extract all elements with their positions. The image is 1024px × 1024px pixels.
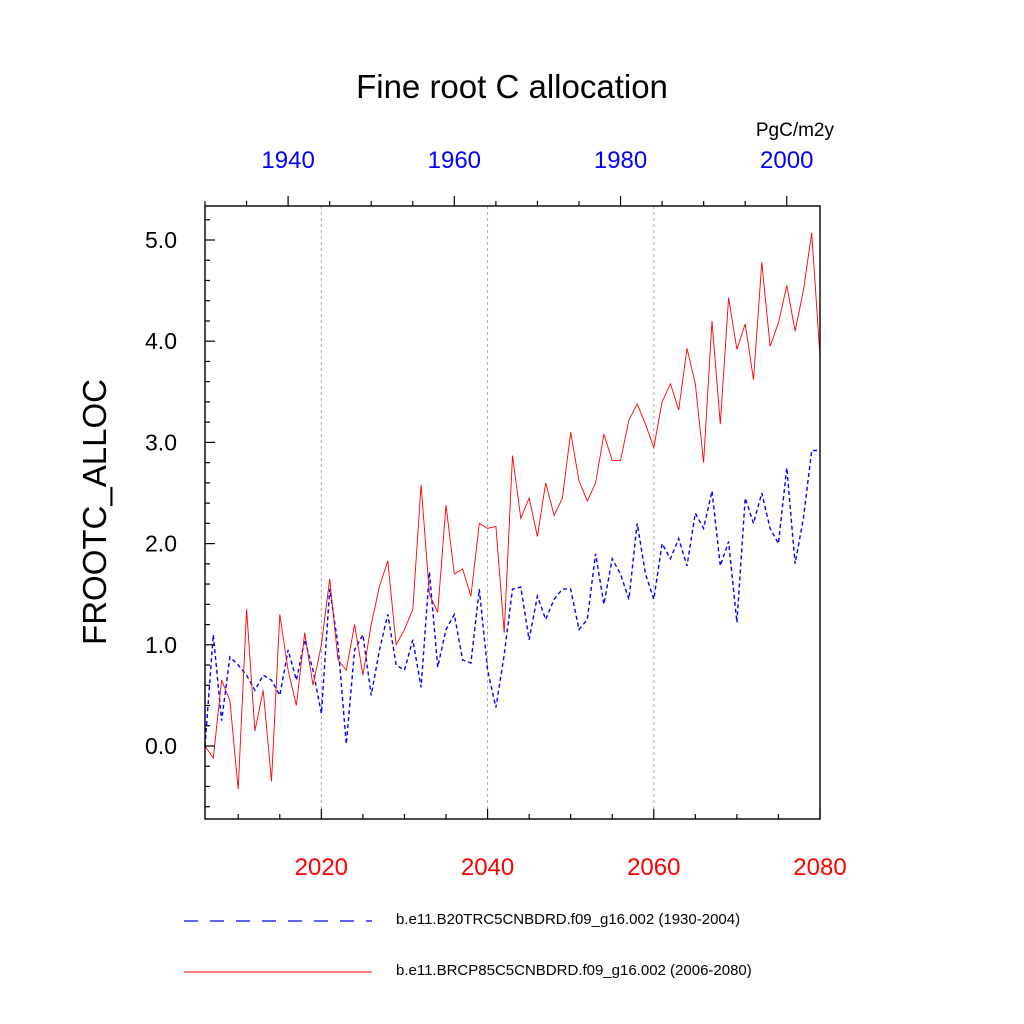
bottom-tick-label: 2060 <box>627 854 680 881</box>
legend-label-historical: b.e11.B20TRC5CNBDRD.f09_g16.002 (1930-20… <box>396 911 741 928</box>
chart-title: Fine root C allocation <box>356 68 668 105</box>
y-tick-label: 4.0 <box>145 328 177 354</box>
y-tick-label: 1.0 <box>145 632 177 658</box>
series-line <box>204 232 821 790</box>
y-axis: 0.0 1.0 2.0 3.0 4.0 5.0 <box>145 219 215 808</box>
y-tick-label: 3.0 <box>145 429 177 455</box>
rcp85-series <box>204 232 821 790</box>
bottom-tick-label: 2040 <box>461 854 514 881</box>
bottom-x-axis: 2020 2040 2060 2080 <box>237 809 847 881</box>
top-tick-label: 1980 <box>594 147 647 174</box>
top-x-axis: 1940 1960 1980 2000 <box>204 147 813 206</box>
top-tick-label: 2000 <box>760 147 813 174</box>
y-axis-label: FROOTC_ALLOC <box>76 379 113 645</box>
y-tick-label: 2.0 <box>145 531 177 557</box>
legend <box>184 920 372 973</box>
legend-label-rcp85: b.e11.BRCP85C5CNBDRD.f09_g16.002 (2006-2… <box>396 962 752 979</box>
units-label: PgC/m2y <box>755 120 834 141</box>
y-tick-label: 0.0 <box>145 733 177 759</box>
y-tick-label: 5.0 <box>145 227 177 253</box>
grid-lines <box>320 206 655 819</box>
bottom-tick-label: 2080 <box>793 854 846 881</box>
top-tick-label: 1940 <box>261 147 314 174</box>
top-tick-label: 1960 <box>428 147 481 174</box>
bottom-tick-label: 2020 <box>295 854 348 881</box>
plot-border <box>204 205 821 820</box>
plot-frame <box>204 205 821 820</box>
